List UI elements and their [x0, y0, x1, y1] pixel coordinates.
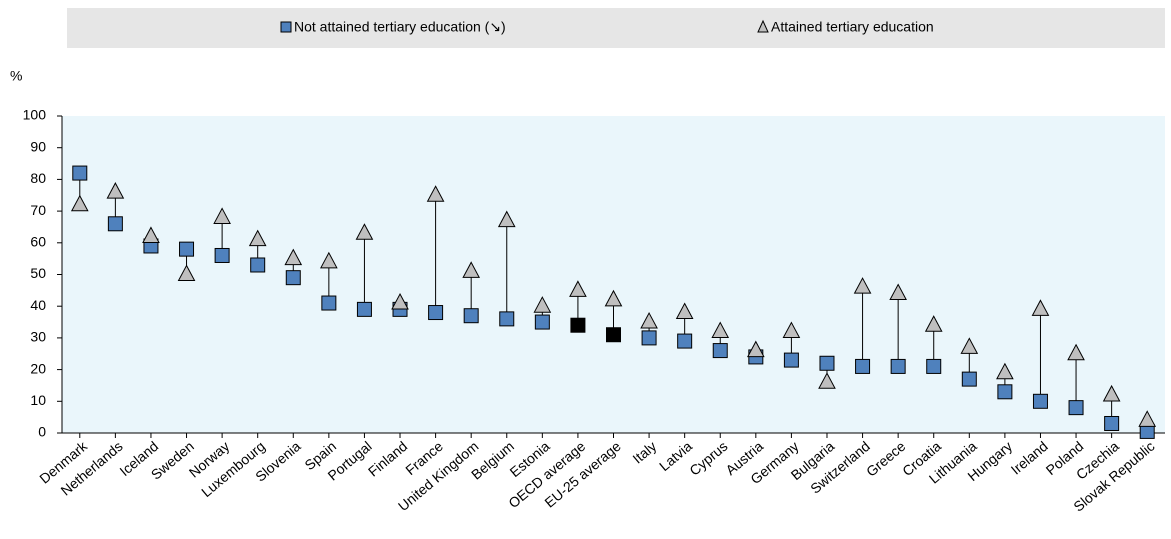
triangle-marker [853, 277, 872, 294]
triangle-marker [497, 210, 516, 228]
triangle-marker [711, 321, 730, 339]
square-marker [712, 343, 728, 359]
square-marker [1104, 415, 1120, 431]
square-marker [890, 358, 906, 374]
square-marker [997, 384, 1013, 400]
triangle-marker [996, 362, 1014, 380]
square-marker [677, 333, 693, 349]
square-marker [499, 311, 515, 327]
square-marker [107, 216, 123, 232]
triangle-marker [355, 223, 374, 240]
triangle-marker [1031, 299, 1050, 316]
y-tick-label: 60 [30, 234, 46, 250]
triangle-marker [960, 337, 979, 354]
x-tick-label: Greece [863, 438, 909, 480]
triangle-marker [569, 280, 587, 297]
square-marker [214, 247, 230, 263]
triangle-marker [818, 372, 836, 389]
triangle-marker [604, 289, 623, 307]
triangle-marker [426, 185, 445, 202]
square-marker [641, 330, 657, 346]
y-tick-label: 0 [38, 424, 46, 440]
square-marker [321, 295, 337, 311]
x-tick-label: Cyprus [686, 438, 730, 479]
square-marker [1032, 393, 1048, 409]
square-marker [250, 257, 266, 273]
triangle-marker [533, 296, 552, 313]
y-tick-label: 40 [30, 297, 46, 313]
y-tick-label: 30 [30, 329, 46, 345]
y-tick-label: 80 [30, 170, 46, 186]
legend-label: Attained tertiary education [771, 19, 934, 35]
triangle-marker [284, 248, 303, 266]
square-marker [570, 317, 586, 333]
square-marker [356, 301, 372, 317]
y-axis-label: % [10, 68, 22, 84]
y-tick-label: 100 [23, 107, 47, 123]
triangle-marker [1102, 384, 1121, 402]
x-tick-label: Ireland [1008, 438, 1051, 478]
square-marker [285, 270, 301, 286]
x-tick-label: Finland [365, 438, 410, 480]
triangle-marker [106, 182, 125, 199]
square-marker [1068, 400, 1084, 416]
square-marker [534, 314, 550, 330]
triangle-marker [320, 251, 338, 269]
triangle-marker [675, 302, 694, 320]
legend-marker [757, 19, 769, 33]
legend-marker [280, 21, 292, 33]
triangle-marker [391, 292, 409, 310]
triangle-marker [213, 207, 231, 224]
triangle-marker [142, 226, 160, 243]
triangle-marker [746, 340, 765, 358]
square-marker [72, 165, 88, 181]
y-tick-label: 90 [30, 138, 46, 154]
legend-box [67, 8, 1165, 48]
y-tick-label: 10 [30, 392, 46, 408]
triangle-marker [640, 311, 658, 329]
square-marker [428, 305, 444, 321]
square-marker [179, 241, 195, 257]
triangle-marker [177, 264, 196, 281]
triangle-marker [248, 229, 267, 247]
square-marker [783, 352, 799, 368]
plot-area [62, 116, 1165, 433]
square-marker [606, 327, 621, 343]
triangle-marker [889, 283, 907, 301]
square-marker [926, 358, 942, 374]
y-tick-label: 50 [30, 265, 46, 281]
y-tick-label: 20 [30, 360, 46, 376]
legend-label: Not attained tertiary education (↘) [294, 19, 506, 35]
triangle-marker [924, 315, 943, 332]
x-tick-label: Italy [629, 438, 659, 467]
square-marker [855, 358, 871, 374]
square-marker [463, 308, 479, 324]
triangle-marker [462, 261, 481, 278]
square-marker [961, 371, 977, 387]
triangle-marker [70, 194, 89, 212]
triangle-marker [1067, 343, 1085, 361]
triangle-marker [1138, 410, 1157, 427]
square-marker [819, 355, 835, 371]
y-tick-label: 70 [30, 202, 46, 218]
triangle-marker [782, 321, 801, 339]
